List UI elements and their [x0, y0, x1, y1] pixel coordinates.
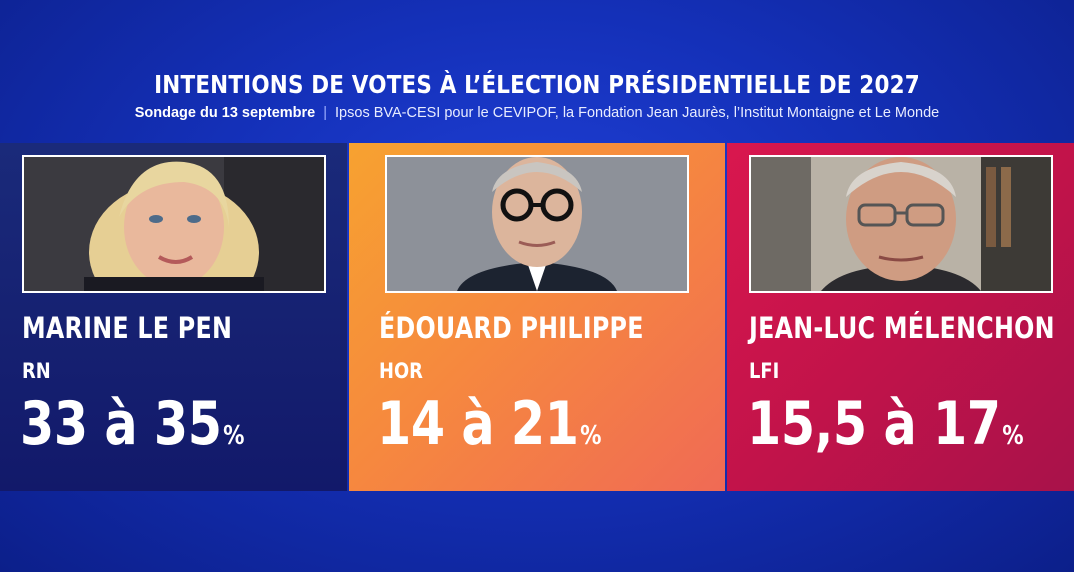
- candidate-score: 14 à 21%: [377, 389, 602, 459]
- candidate-score: 15,5 à 17%: [747, 389, 1024, 459]
- survey-source: Ipsos BVA-CESI pour le CEVIPOF, la Fonda…: [335, 105, 940, 121]
- candidate-photo: [22, 155, 326, 293]
- candidate-name: MARINE LE PEN: [22, 311, 233, 345]
- candidate-panel-melenchon: JEAN-LUC MÉLENCHON LFI 15,5 à 17%: [727, 143, 1074, 491]
- candidate-photo: [385, 155, 689, 293]
- subtitle-separator: |: [323, 105, 328, 121]
- poll-header: INTENTIONS DE VOTES À L’ÉLECTION PRÉSIDE…: [0, 70, 1074, 121]
- portrait-melenchon: [751, 157, 1051, 291]
- poll-subtitle: Sondage du 13 septembre | Ipsos BVA-CESI p…: [0, 105, 1074, 121]
- candidate-party: LFI: [749, 359, 780, 383]
- candidate-party: HOR: [379, 359, 423, 383]
- portrait-philippe: [387, 157, 687, 291]
- candidate-name: ÉDOUARD PHILIPPE: [379, 311, 644, 345]
- portrait-le-pen: [24, 157, 324, 291]
- candidate-panel-philippe: ÉDOUARD PHILIPPE HOR 14 à 21%: [349, 143, 725, 491]
- score-unit: %: [580, 421, 602, 451]
- candidate-score: 33 à 35%: [20, 389, 245, 459]
- candidate-party: RN: [22, 359, 51, 383]
- score-range: 15,5 à 17: [747, 389, 1001, 459]
- candidate-name: JEAN-LUC MÉLENCHON: [749, 311, 1055, 345]
- survey-date: Sondage du 13 septembre: [134, 105, 316, 121]
- page-title: INTENTIONS DE VOTES À L’ÉLECTION PRÉSIDE…: [154, 70, 920, 99]
- score-range: 14 à 21: [377, 389, 579, 459]
- candidate-panels: MARINE LE PEN RN 33 à 35% ÉDOUARD PHILIP…: [0, 143, 1074, 491]
- score-range: 33 à 35: [20, 389, 222, 459]
- candidate-photo: [749, 155, 1053, 293]
- candidate-panel-le-pen: MARINE LE PEN RN 33 à 35%: [0, 143, 347, 491]
- score-unit: %: [223, 421, 245, 451]
- score-unit: %: [1002, 421, 1024, 451]
